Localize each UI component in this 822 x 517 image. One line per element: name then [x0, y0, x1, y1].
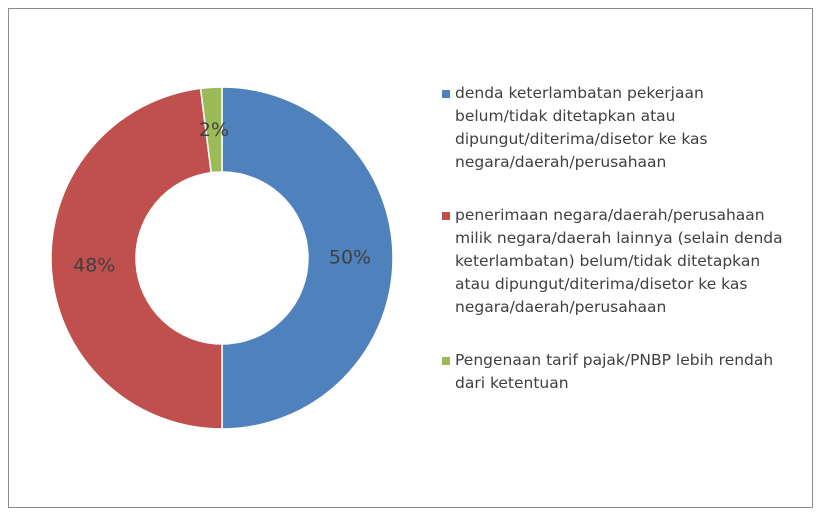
chart-frame: [8, 8, 813, 508]
legend-entry: Pengenaan tarif pajak/PNBP lebih rendah …: [440, 349, 792, 395]
legend-label: denda keterlambatan pekerjaan belum/tida…: [455, 84, 708, 171]
donut-segment: [50, 87, 223, 430]
legend: denda keterlambatan pekerjaan belum/tida…: [440, 82, 792, 425]
legend-label: penerimaan negara/daerah/perusahaan mili…: [455, 206, 783, 316]
legend-swatch: [442, 212, 450, 220]
donut-segment: [199, 86, 223, 174]
legend-entry: denda keterlambatan pekerjaan belum/tida…: [440, 82, 792, 174]
legend-swatch: [442, 357, 450, 365]
data-label: 50%: [329, 247, 371, 269]
donut-segment: [221, 86, 394, 430]
legend-entry: penerimaan negara/daerah/perusahaan mili…: [440, 204, 792, 319]
legend-swatch: [442, 90, 450, 98]
data-label: 48%: [73, 255, 115, 277]
legend-label: Pengenaan tarif pajak/PNBP lebih rendah …: [455, 351, 774, 392]
data-label: 2%: [199, 119, 229, 141]
